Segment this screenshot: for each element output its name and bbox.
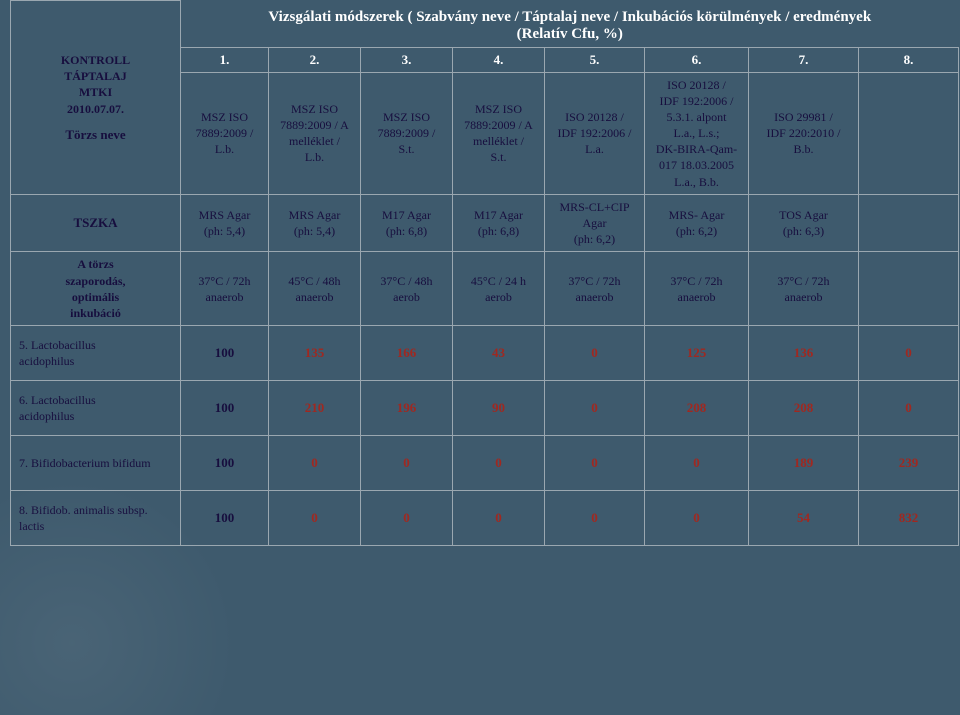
cell: 0	[453, 436, 545, 491]
colnum-4: 4.	[453, 47, 545, 72]
cell: 189	[749, 436, 859, 491]
table-row: 5. Lactobacillus acidophilus100135166430…	[11, 326, 959, 381]
title-line1: Vizsgálati módszerek ( Szabvány neve / T…	[187, 9, 953, 26]
cell: 135	[269, 326, 361, 381]
table-title: Vizsgálati módszerek ( Szabvány neve / T…	[181, 1, 959, 48]
cell: 100	[181, 381, 269, 436]
method-7: ISO 29981 / IDF 220:2010 / B.b.	[749, 72, 859, 194]
incub-7: 37°C / 72h anaerob	[749, 252, 859, 326]
row-label: 8. Bifidob. animalis subsp. lactis	[11, 491, 181, 546]
torzs-neve-label: Törzs neve	[17, 127, 174, 143]
tszka-label: TSZKA	[11, 194, 181, 252]
table-row: 8. Bifidob. animalis subsp. lactis100000…	[11, 491, 959, 546]
method-4: MSZ ISO 7889:2009 / A melléklet / S.t.	[453, 72, 545, 194]
incub-6: 37°C / 72h anaerob	[645, 252, 749, 326]
incub-1: 37°C / 72h anaerob	[181, 252, 269, 326]
cell: 0	[545, 436, 645, 491]
cell: 208	[645, 381, 749, 436]
row-label: 7. Bifidobacterium bifidum	[11, 436, 181, 491]
cell: 0	[545, 326, 645, 381]
cell: 43	[453, 326, 545, 381]
cell: 832	[859, 491, 959, 546]
media-5: MRS-CL+CIP Agar (ph: 6,2)	[545, 194, 645, 252]
title-line2: (Relatív Cfu, %)	[187, 26, 953, 43]
cell: 0	[361, 491, 453, 546]
cell: 0	[453, 491, 545, 546]
cell: 0	[645, 436, 749, 491]
cell: 0	[645, 491, 749, 546]
cell: 136	[749, 326, 859, 381]
media-1: MRS Agar (ph: 5,4)	[181, 194, 269, 252]
media-2: MRS Agar (ph: 5,4)	[269, 194, 361, 252]
cell: 100	[181, 436, 269, 491]
incub-2: 45°C / 48h anaerob	[269, 252, 361, 326]
cell: 0	[269, 491, 361, 546]
colnum-6: 6.	[645, 47, 749, 72]
cell: 0	[859, 381, 959, 436]
method-1: MSZ ISO 7889:2009 / L.b.	[181, 72, 269, 194]
cell: 166	[361, 326, 453, 381]
colnum-2: 2.	[269, 47, 361, 72]
cell: 196	[361, 381, 453, 436]
cell: 0	[859, 326, 959, 381]
media-3: M17 Agar (ph: 6,8)	[361, 194, 453, 252]
row-label: 6. Lactobacillus acidophilus	[11, 381, 181, 436]
media-7: TOS Agar (ph: 6,3)	[749, 194, 859, 252]
colnum-5: 5.	[545, 47, 645, 72]
method-6: ISO 20128 / IDF 192:2006 / 5.3.1. alpont…	[645, 72, 749, 194]
cell: 0	[545, 491, 645, 546]
cell: 239	[859, 436, 959, 491]
atorzs-label: A törzs szaporodás, optimális inkubáció	[11, 252, 181, 326]
incub-3: 37°C / 48h aerob	[361, 252, 453, 326]
method-3: MSZ ISO 7889:2009 / S.t.	[361, 72, 453, 194]
method-2: MSZ ISO 7889:2009 / A melléklet / L.b.	[269, 72, 361, 194]
cell: 90	[453, 381, 545, 436]
cell: 210	[269, 381, 361, 436]
colnum-8: 8.	[859, 47, 959, 72]
incub-4: 45°C / 24 h aerob	[453, 252, 545, 326]
media-6: MRS- Agar (ph: 6,2)	[645, 194, 749, 252]
cell: 0	[361, 436, 453, 491]
cell: 0	[269, 436, 361, 491]
kontroll-block: KONTROLL TÁPTALAJ MTKI 2010.07.07.	[17, 52, 174, 117]
colnum-7: 7.	[749, 47, 859, 72]
results-table: KONTROLL TÁPTALAJ MTKI 2010.07.07. Törzs…	[10, 0, 959, 546]
cell: 100	[181, 491, 269, 546]
table-row: 7. Bifidobacterium bifidum10000000189239	[11, 436, 959, 491]
cell: 100	[181, 326, 269, 381]
colnum-1: 1.	[181, 47, 269, 72]
cell: 0	[545, 381, 645, 436]
cell: 208	[749, 381, 859, 436]
colnum-3: 3.	[361, 47, 453, 72]
table-row: 6. Lactobacillus acidophilus100210196900…	[11, 381, 959, 436]
method-5: ISO 20128 / IDF 192:2006 / L.a.	[545, 72, 645, 194]
incub-5: 37°C / 72h anaerob	[545, 252, 645, 326]
row-label: 5. Lactobacillus acidophilus	[11, 326, 181, 381]
cell: 54	[749, 491, 859, 546]
cell: 125	[645, 326, 749, 381]
media-4: M17 Agar (ph: 6,8)	[453, 194, 545, 252]
col-header-torzs-neve: KONTROLL TÁPTALAJ MTKI 2010.07.07. Törzs…	[11, 1, 181, 195]
